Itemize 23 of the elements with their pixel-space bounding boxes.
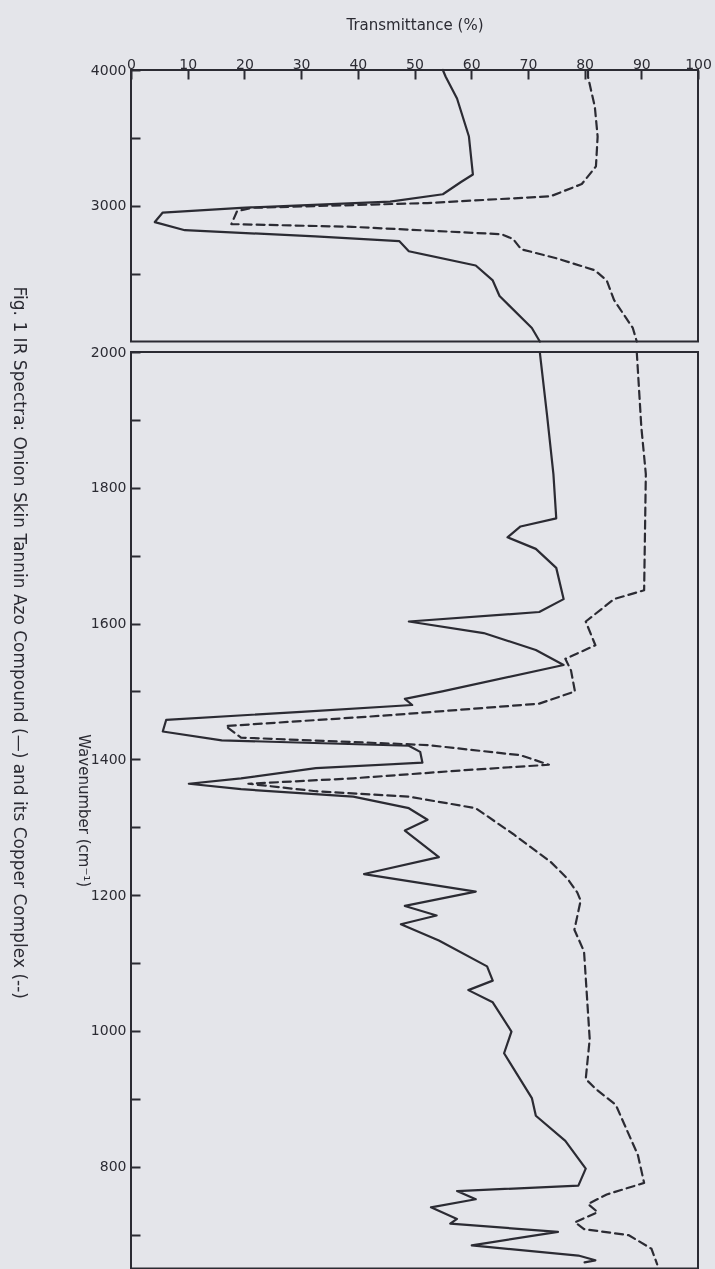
y-tick-label: 2000 — [90, 343, 127, 360]
y-tick-label: 3000 — [90, 197, 127, 214]
y-tick-label: 4000 — [90, 61, 127, 78]
x-tick-label: 80 — [576, 55, 595, 72]
x-tick-label: 50 — [406, 55, 424, 72]
x-tick-label: 100 — [685, 55, 712, 72]
x-tick-label: 40 — [349, 55, 368, 72]
x-tick-label: 10 — [179, 55, 198, 72]
x-tick-label: 0 — [127, 55, 136, 72]
y-tick-label: 800 — [99, 1158, 127, 1175]
x-tick-label: 70 — [519, 55, 538, 72]
x-tick-label: 30 — [292, 55, 311, 72]
x-axis-title: Transmittance (%) — [345, 15, 484, 34]
x-tick-label: 20 — [235, 55, 254, 72]
y-tick-label: 1200 — [90, 886, 127, 903]
text: Fig. 1 IR Spectra: Onion Skin Tannin Azo Compound (—) and its Copper Complex (--) — [10, 286, 30, 999]
y-tick-label: 1800 — [90, 479, 127, 496]
y-axis-title: Wavenumber (cm⁻¹) — [74, 734, 93, 888]
x-tick-label: 90 — [632, 55, 651, 72]
y-tick-label: 1400 — [90, 750, 127, 767]
x-tick-label: 60 — [462, 55, 481, 72]
y-tick-label: 1000 — [90, 1022, 127, 1039]
y-tick-label: 1600 — [90, 615, 127, 632]
